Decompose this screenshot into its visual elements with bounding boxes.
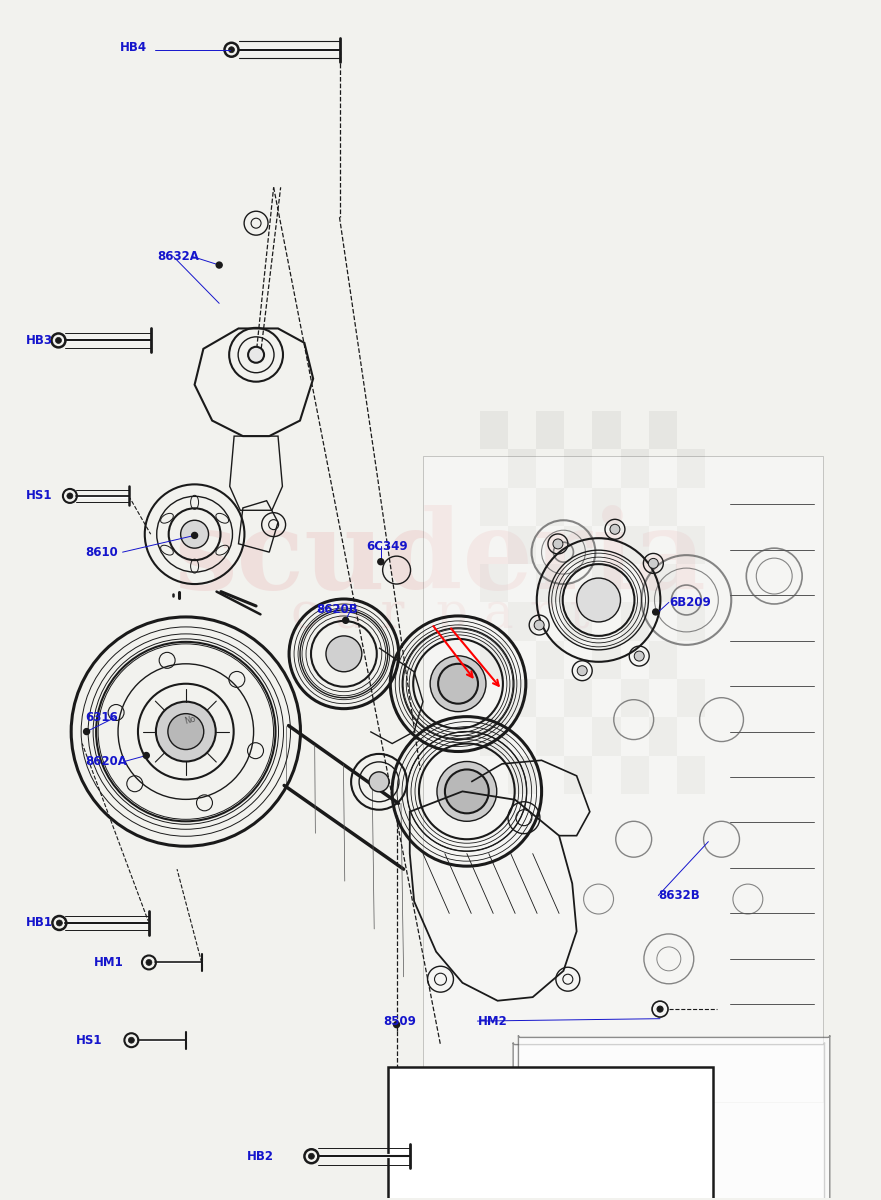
Circle shape — [648, 558, 658, 569]
Circle shape — [553, 539, 563, 548]
Bar — [648, 410, 677, 449]
Text: 8610: 8610 — [85, 546, 117, 559]
Text: c a r  p a r t: c a r p a r t — [292, 589, 589, 640]
Text: 6316: 6316 — [85, 710, 117, 724]
Bar — [537, 641, 565, 679]
Bar — [648, 641, 677, 679]
Bar — [508, 679, 537, 718]
Bar — [620, 526, 648, 564]
Bar — [592, 718, 620, 756]
Bar — [480, 410, 508, 449]
Circle shape — [378, 559, 384, 565]
Circle shape — [653, 608, 659, 614]
Circle shape — [437, 762, 497, 821]
Bar — [480, 718, 508, 756]
Circle shape — [430, 656, 486, 712]
Text: 6B209: 6B209 — [669, 596, 711, 608]
Bar — [565, 756, 592, 793]
Bar — [620, 756, 648, 793]
Bar — [565, 602, 592, 641]
Circle shape — [248, 347, 264, 362]
Bar — [677, 526, 705, 564]
Text: HM1: HM1 — [93, 956, 123, 968]
Circle shape — [228, 47, 234, 53]
Circle shape — [84, 728, 90, 734]
Text: 8620A: 8620A — [85, 755, 127, 768]
Text: No: No — [183, 714, 197, 726]
Bar — [677, 449, 705, 487]
FancyBboxPatch shape — [518, 1036, 830, 1200]
Bar — [620, 449, 648, 487]
Text: HM2: HM2 — [478, 1014, 507, 1027]
Bar — [480, 641, 508, 679]
Text: HB2: HB2 — [248, 1150, 274, 1163]
Bar — [508, 602, 537, 641]
Circle shape — [394, 1021, 400, 1027]
Text: 8620B: 8620B — [315, 604, 358, 616]
Circle shape — [438, 664, 478, 703]
Text: HB4: HB4 — [120, 41, 147, 54]
Circle shape — [168, 714, 204, 750]
Text: 8632A: 8632A — [158, 250, 200, 263]
Bar — [508, 756, 537, 793]
Bar — [648, 487, 677, 526]
Circle shape — [369, 772, 389, 792]
Circle shape — [445, 769, 489, 814]
Bar — [620, 679, 648, 718]
Bar — [508, 526, 537, 564]
Bar — [480, 564, 508, 602]
Bar — [677, 602, 705, 641]
Bar — [537, 718, 565, 756]
Bar — [565, 449, 592, 487]
Bar — [592, 487, 620, 526]
Text: HS1: HS1 — [76, 1033, 102, 1046]
Circle shape — [191, 533, 197, 539]
Text: scuderia: scuderia — [174, 505, 707, 612]
Circle shape — [56, 337, 62, 343]
Text: 6C349: 6C349 — [366, 540, 408, 553]
Text: HB1: HB1 — [26, 917, 53, 930]
Circle shape — [144, 752, 149, 758]
Circle shape — [156, 702, 216, 762]
Polygon shape — [423, 456, 823, 1103]
Bar — [620, 602, 648, 641]
Text: HB3: HB3 — [26, 334, 53, 347]
Bar — [388, 1067, 713, 1200]
Circle shape — [343, 617, 349, 623]
Circle shape — [216, 262, 222, 268]
Bar — [480, 487, 508, 526]
Circle shape — [610, 524, 620, 534]
Circle shape — [129, 1037, 135, 1043]
Bar — [537, 564, 565, 602]
Text: 8509: 8509 — [383, 1014, 417, 1027]
Circle shape — [326, 636, 362, 672]
Circle shape — [146, 960, 152, 966]
Bar — [537, 410, 565, 449]
Bar — [565, 679, 592, 718]
Text: 8632B: 8632B — [658, 889, 700, 902]
Circle shape — [577, 666, 588, 676]
Circle shape — [308, 1153, 315, 1159]
Circle shape — [56, 920, 63, 926]
Bar — [648, 564, 677, 602]
Bar — [537, 487, 565, 526]
Circle shape — [634, 652, 644, 661]
Text: HS1: HS1 — [26, 490, 53, 503]
Bar — [592, 564, 620, 602]
Bar — [592, 641, 620, 679]
Bar — [648, 718, 677, 756]
Bar — [677, 679, 705, 718]
Bar — [508, 449, 537, 487]
Bar — [592, 410, 620, 449]
Circle shape — [534, 620, 544, 630]
Circle shape — [67, 493, 73, 499]
FancyBboxPatch shape — [513, 1043, 825, 1200]
Circle shape — [181, 521, 209, 548]
Bar — [677, 756, 705, 793]
Bar — [565, 526, 592, 564]
Circle shape — [577, 578, 620, 622]
Circle shape — [657, 1006, 663, 1012]
